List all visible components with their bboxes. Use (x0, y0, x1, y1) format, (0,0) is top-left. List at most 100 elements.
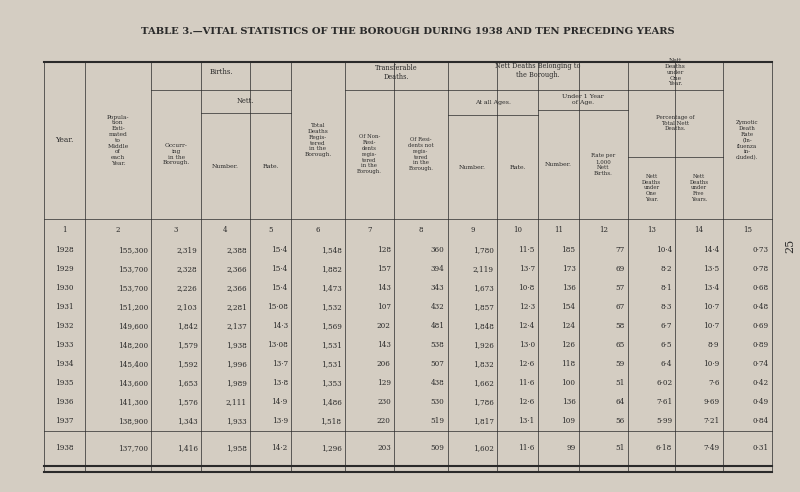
Text: 8·9: 8·9 (708, 341, 719, 349)
Text: Of Non-
Resi-
dents
regis-
tered
in the
Borough.: Of Non- Resi- dents regis- tered in the … (357, 134, 382, 174)
Text: 2,119: 2,119 (473, 265, 494, 273)
Text: 3: 3 (174, 226, 178, 234)
Text: 1,653: 1,653 (177, 379, 198, 387)
Text: 143: 143 (377, 284, 391, 292)
Text: 137,700: 137,700 (118, 444, 148, 453)
Text: 8·3: 8·3 (661, 303, 672, 311)
Text: 143,600: 143,600 (118, 379, 148, 387)
Text: 107: 107 (377, 303, 391, 311)
Text: 8·1: 8·1 (661, 284, 672, 292)
Text: Under 1 Year
of Age.: Under 1 Year of Age. (562, 94, 604, 105)
Text: 173: 173 (562, 265, 575, 273)
Text: 13·9: 13·9 (272, 417, 288, 425)
Text: 432: 432 (430, 303, 445, 311)
Text: 51: 51 (615, 444, 625, 453)
Text: Nett
Deaths
under
Five
Years.: Nett Deaths under Five Years. (690, 174, 709, 202)
Text: 6: 6 (315, 226, 320, 234)
Text: 154: 154 (562, 303, 575, 311)
Text: 1,848: 1,848 (473, 322, 494, 330)
Text: Of Resi-
dents not
regis-
tered
in the
Borough.: Of Resi- dents not regis- tered in the B… (408, 137, 434, 171)
Text: 1,416: 1,416 (177, 444, 198, 453)
Text: 509: 509 (430, 444, 445, 453)
Text: 6·18: 6·18 (656, 444, 672, 453)
Text: 1,576: 1,576 (177, 398, 198, 406)
Text: 100: 100 (562, 379, 575, 387)
Text: 203: 203 (377, 444, 391, 453)
Text: 2,366: 2,366 (226, 265, 247, 273)
Text: 5·99: 5·99 (656, 417, 672, 425)
Text: 13·8: 13·8 (272, 379, 288, 387)
Text: TABLE 3.—VITAL STATISTICS OF THE BOROUGH DURING 1938 AND TEN PRECEDING YEARS: TABLE 3.—VITAL STATISTICS OF THE BOROUGH… (141, 28, 675, 36)
Text: 1934: 1934 (55, 360, 74, 368)
Text: Nett.: Nett. (237, 97, 254, 105)
Text: 10·9: 10·9 (703, 360, 719, 368)
Text: Percentage of
Total Nett
Deaths.: Percentage of Total Nett Deaths. (656, 115, 694, 131)
Text: 1,532: 1,532 (321, 303, 342, 311)
Text: 1,882: 1,882 (321, 265, 342, 273)
Text: 2,111: 2,111 (226, 398, 247, 406)
Text: 11·6: 11·6 (518, 379, 534, 387)
Text: 14·9: 14·9 (271, 398, 288, 406)
Text: 7·6: 7·6 (708, 379, 719, 387)
Text: 1,817: 1,817 (473, 417, 494, 425)
Text: 438: 438 (430, 379, 445, 387)
Text: 0·69: 0·69 (753, 322, 769, 330)
Text: 8: 8 (418, 226, 423, 234)
Text: 128: 128 (377, 246, 391, 254)
Text: 1,518: 1,518 (321, 417, 342, 425)
Text: 14·3: 14·3 (272, 322, 288, 330)
Text: 64: 64 (616, 398, 625, 406)
Text: 2,319: 2,319 (177, 246, 198, 254)
Text: 151,200: 151,200 (118, 303, 148, 311)
Text: 1,958: 1,958 (226, 444, 247, 453)
Text: 1,673: 1,673 (473, 284, 494, 292)
Text: 136: 136 (562, 398, 575, 406)
Text: Number.: Number. (545, 162, 572, 167)
Text: 9: 9 (470, 226, 474, 234)
Text: 2,366: 2,366 (226, 284, 247, 292)
Text: 7·49: 7·49 (703, 444, 719, 453)
Text: 13: 13 (647, 226, 656, 234)
Text: 13·5: 13·5 (703, 265, 719, 273)
Text: 69: 69 (616, 265, 625, 273)
Text: 12: 12 (599, 226, 608, 234)
Text: 13·4: 13·4 (703, 284, 719, 292)
Text: 13·7: 13·7 (518, 265, 534, 273)
Text: 0·49: 0·49 (753, 398, 769, 406)
Text: 6·5: 6·5 (661, 341, 672, 349)
Text: 59: 59 (616, 360, 625, 368)
Text: 1: 1 (62, 226, 66, 234)
Text: 1,996: 1,996 (226, 360, 247, 368)
Text: 2,137: 2,137 (226, 322, 247, 330)
Text: 6·7: 6·7 (661, 322, 672, 330)
Text: Popula-
tion
Esti-
mated
to
Middle
of
each
Year.: Popula- tion Esti- mated to Middle of ea… (107, 115, 130, 166)
Text: 360: 360 (430, 246, 445, 254)
Text: 13·1: 13·1 (518, 417, 534, 425)
Text: Nett
Deaths
under
One
Year.: Nett Deaths under One Year. (642, 174, 662, 202)
Text: 124: 124 (562, 322, 575, 330)
Text: 13·7: 13·7 (272, 360, 288, 368)
Text: 1935: 1935 (55, 379, 74, 387)
Text: 1932: 1932 (55, 322, 74, 330)
Text: 507: 507 (430, 360, 445, 368)
Text: Births.: Births. (210, 68, 233, 76)
Text: 1,832: 1,832 (473, 360, 494, 368)
Text: 25: 25 (786, 239, 795, 253)
Text: 12·4: 12·4 (518, 322, 534, 330)
Text: 148,200: 148,200 (118, 341, 148, 349)
Text: Number.: Number. (459, 164, 486, 170)
Text: 7·21: 7·21 (703, 417, 719, 425)
Text: 143: 143 (377, 341, 391, 349)
Text: 220: 220 (377, 417, 391, 425)
Text: Rate.: Rate. (262, 163, 279, 169)
Text: 15·08: 15·08 (267, 303, 288, 311)
Text: 67: 67 (616, 303, 625, 311)
Text: 14·4: 14·4 (703, 246, 719, 254)
Text: Nett Deaths Belonging to
the Borough.: Nett Deaths Belonging to the Borough. (495, 62, 581, 79)
Text: 1937: 1937 (55, 417, 74, 425)
Text: 7: 7 (367, 226, 371, 234)
Text: 0·74: 0·74 (753, 360, 769, 368)
Text: Transferable
Deaths.: Transferable Deaths. (375, 64, 418, 81)
Text: Rate.: Rate. (510, 164, 526, 170)
Text: 1,780: 1,780 (473, 246, 494, 254)
